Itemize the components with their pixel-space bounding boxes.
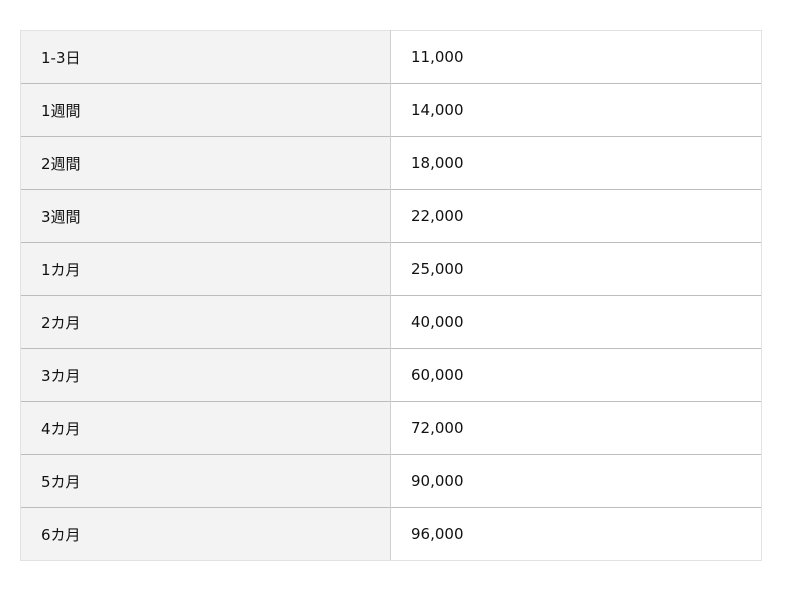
- period-cell: 1-3日: [20, 30, 391, 84]
- table-row: 1カ月 25,000: [20, 242, 762, 296]
- price-cell: 90,000: [390, 454, 762, 508]
- price-cell: 25,000: [390, 242, 762, 296]
- period-cell: 3週間: [20, 189, 391, 243]
- price-cell: 22,000: [390, 189, 762, 243]
- price-cell: 11,000: [390, 30, 762, 84]
- table-row: 1-3日 11,000: [20, 30, 762, 84]
- table-row: 2週間 18,000: [20, 136, 762, 190]
- price-cell: 96,000: [390, 507, 762, 561]
- price-cell: 40,000: [390, 295, 762, 349]
- table-row: 3週間 22,000: [20, 189, 762, 243]
- period-cell: 6カ月: [20, 507, 391, 561]
- period-cell: 3カ月: [20, 348, 391, 402]
- period-cell: 1カ月: [20, 242, 391, 296]
- table-row: 3カ月 60,000: [20, 348, 762, 402]
- price-table: 1-3日 11,000 1週間 14,000 2週間 18,000 3週間 22,000 1カ月…: [20, 30, 762, 561]
- table-row: 2カ月 40,000: [20, 295, 762, 349]
- table-row: 6カ月 96,000: [20, 507, 762, 561]
- period-cell: 1週間: [20, 83, 391, 137]
- table-row: 4カ月 72,000: [20, 401, 762, 455]
- price-cell: 72,000: [390, 401, 762, 455]
- price-cell: 14,000: [390, 83, 762, 137]
- period-cell: 5カ月: [20, 454, 391, 508]
- period-cell: 2カ月: [20, 295, 391, 349]
- period-cell: 4カ月: [20, 401, 391, 455]
- table-row: 1週間 14,000: [20, 83, 762, 137]
- price-cell: 60,000: [390, 348, 762, 402]
- price-cell: 18,000: [390, 136, 762, 190]
- period-cell: 2週間: [20, 136, 391, 190]
- table-row: 5カ月 90,000: [20, 454, 762, 508]
